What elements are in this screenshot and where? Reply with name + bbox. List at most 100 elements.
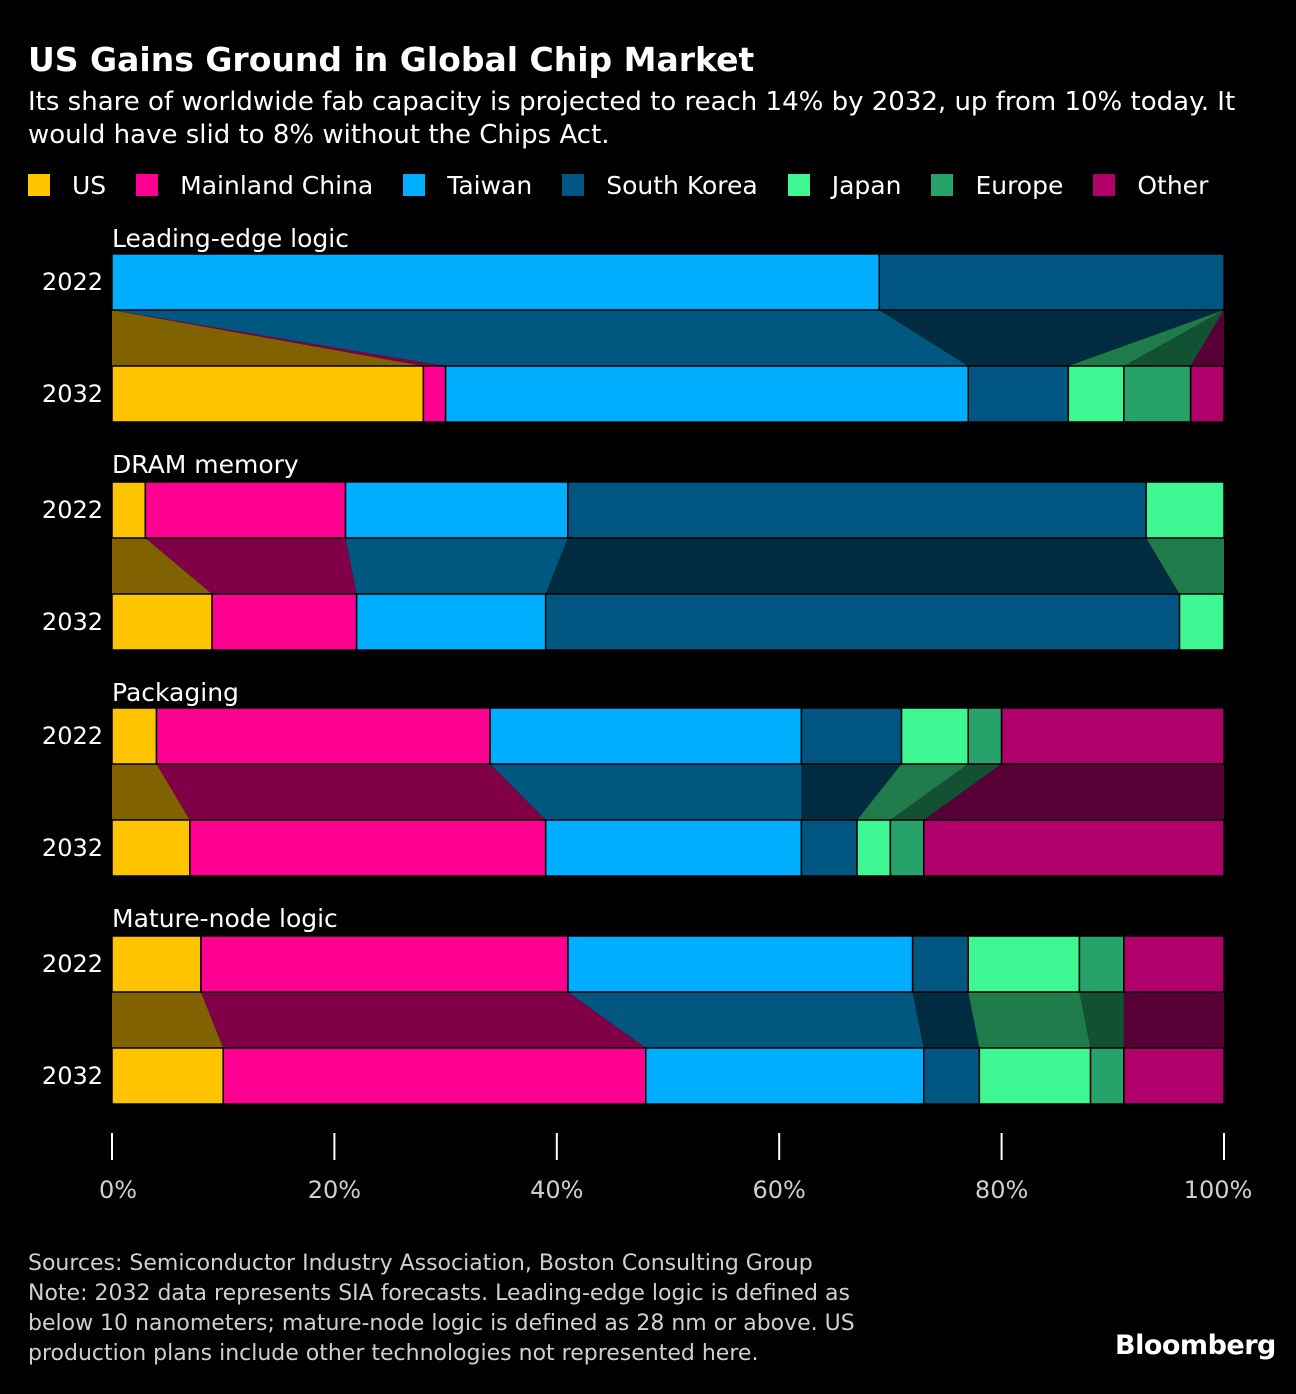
- bar-segment-us: [111, 935, 202, 993]
- legend-item-mainland-china: Mainland China: [136, 171, 373, 200]
- row-label: 2032: [41, 834, 103, 862]
- row-label: 2022: [41, 496, 103, 524]
- row-label: 2032: [41, 1062, 103, 1090]
- bar-segment-mainland-china: [155, 707, 491, 765]
- note-text-line: below 10 nanometers; mature-node logic i…: [28, 1311, 855, 1336]
- bar-segment-south-korea: [544, 593, 1181, 651]
- bar-segment-mainland-china: [422, 365, 447, 423]
- transition-band-mainland-china: [112, 310, 446, 366]
- legend-swatch: [1093, 174, 1116, 196]
- panel-title-leading-edge-logic: Leading-edge logic: [112, 224, 349, 253]
- bar-segment-other: [1000, 707, 1225, 765]
- legend-label: Japan: [831, 170, 902, 200]
- note-text-line: production plans include other technolog…: [28, 1341, 759, 1366]
- sources-text: Sources: Semiconductor Industry Associat…: [28, 1251, 813, 1276]
- bar-segment-taiwan: [444, 365, 969, 423]
- legend-item-south-korea: South Korea: [562, 170, 758, 200]
- legend-item-japan: Japan: [787, 170, 902, 200]
- row-label: 2032: [41, 380, 103, 408]
- row-label: 2032: [41, 608, 103, 636]
- transition-band-us: [112, 992, 224, 1048]
- transition-band-taiwan: [345, 538, 568, 594]
- bar-segment-mainland-china: [211, 593, 358, 651]
- transition-band-mainland-china: [156, 764, 546, 820]
- bar-segment-us: [111, 707, 158, 765]
- footer-notes: Sources: Semiconductor Industry Associat…: [28, 1249, 855, 1369]
- bar-segment-mainland-china: [200, 935, 569, 993]
- bar-segment-japan: [900, 707, 969, 765]
- bar-segment-europe: [1123, 365, 1192, 423]
- bar-segment-japan: [1145, 481, 1225, 539]
- bar-segment-us: [111, 365, 425, 423]
- x-axis-tick-label: 80%: [975, 1176, 1028, 1204]
- transition-band-europe: [1079, 992, 1124, 1048]
- bar-segment-taiwan: [567, 935, 914, 993]
- legend-swatch: [136, 174, 159, 196]
- bar-segment-south-korea: [878, 253, 1225, 311]
- chart-title: US Gains Ground in Global Chip Market: [28, 40, 755, 79]
- bar-segment-japan: [856, 819, 892, 877]
- bar-segment-mainland-china: [144, 481, 347, 539]
- transition-band-taiwan: [490, 764, 802, 820]
- bar-segment-japan: [1178, 593, 1225, 651]
- bar-segment-south-korea: [923, 1047, 981, 1105]
- panel-title-dram-memory: DRAM memory: [112, 450, 299, 479]
- transition-band-europe: [890, 764, 1002, 820]
- x-axis-tick-label: 60%: [753, 1176, 806, 1204]
- legend-label: Mainland China: [180, 170, 374, 200]
- transition-band-us: [112, 764, 190, 820]
- transition-band-other: [923, 764, 1224, 820]
- x-axis-tick-label: 40%: [530, 1176, 583, 1204]
- transition-band-europe: [1123, 310, 1224, 366]
- bar-segment-taiwan: [645, 1047, 925, 1105]
- transition-band-taiwan: [567, 992, 924, 1048]
- panel-title-mature-node-logic: Mature-node logic: [112, 904, 338, 933]
- bar-segment-mainland-china: [189, 819, 547, 877]
- transition-band-south-korea: [879, 310, 1224, 366]
- bar-segment-japan: [1067, 365, 1125, 423]
- bar-segment-us: [111, 481, 147, 539]
- legend-swatch: [562, 174, 585, 196]
- row-label: 2022: [41, 722, 103, 750]
- bar-segment-us: [111, 1047, 224, 1105]
- transition-band-south-korea: [801, 764, 902, 820]
- legend-swatch: [403, 174, 426, 196]
- bar-segment-south-korea: [911, 935, 969, 993]
- legend-item-taiwan: Taiwan: [403, 171, 532, 200]
- row-label: 2022: [41, 950, 103, 978]
- bar-segment-other: [923, 819, 1225, 877]
- bar-segment-south-korea: [800, 819, 858, 877]
- legend-label: Taiwan: [447, 170, 533, 200]
- legend-label: South Korea: [606, 170, 758, 200]
- bar-segment-taiwan: [344, 481, 569, 539]
- bar-segment-south-korea: [967, 365, 1070, 423]
- transition-band-south-korea: [545, 538, 1180, 594]
- bar-segment-taiwan: [355, 593, 547, 651]
- bar-segment-taiwan: [489, 707, 803, 765]
- bar-segment-japan: [967, 935, 1081, 993]
- x-axis-tick-label: 0%: [99, 1176, 137, 1204]
- bar-segment-europe: [1089, 1047, 1125, 1105]
- legend-swatch: [931, 174, 954, 196]
- transition-band-mainland-china: [145, 538, 357, 594]
- bloomberg-logo: Bloomberg: [1115, 1330, 1276, 1361]
- bar-segment-mainland-china: [222, 1047, 647, 1105]
- transition-band-other: [1123, 992, 1224, 1048]
- x-axis-tick-label: 100%: [1184, 1176, 1253, 1204]
- note-text-line: Note: 2032 data represents SIA forecasts…: [28, 1281, 850, 1306]
- legend-label: Other: [1137, 170, 1209, 200]
- bar-segment-europe: [967, 707, 1003, 765]
- transition-band-taiwan: [112, 310, 969, 366]
- transition-band-japan: [1146, 538, 1224, 594]
- panel-title-packaging: Packaging: [112, 678, 239, 707]
- legend-swatch: [28, 174, 50, 196]
- transition-band-japan: [1068, 310, 1224, 366]
- transition-band-japan: [968, 992, 1091, 1048]
- legend-label: US: [72, 170, 107, 200]
- bar-segment-europe: [1078, 935, 1125, 993]
- legend-item-us: US: [28, 171, 106, 200]
- legend-swatch: [787, 174, 810, 196]
- transition-band-south-korea: [912, 992, 980, 1048]
- bar-segment-south-korea: [567, 481, 1147, 539]
